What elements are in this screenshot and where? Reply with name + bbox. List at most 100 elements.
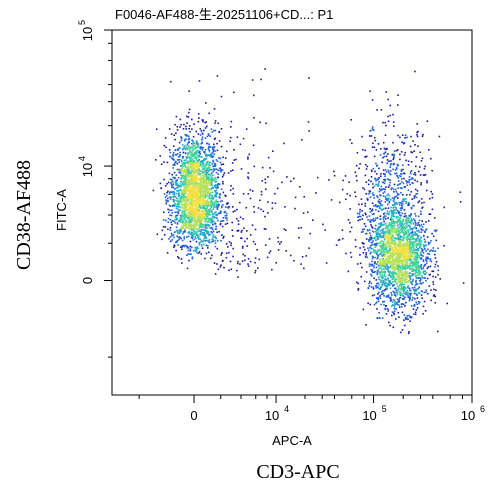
event-point — [213, 178, 216, 181]
event-point — [192, 135, 195, 138]
event-point — [387, 283, 389, 285]
event-point — [204, 213, 207, 216]
event-point — [377, 232, 379, 235]
event-point — [180, 160, 183, 163]
event-point — [401, 200, 404, 203]
event-point — [377, 286, 379, 289]
event-point — [260, 193, 263, 196]
event-point — [202, 119, 204, 121]
event-point — [369, 252, 372, 255]
event-point — [195, 204, 197, 206]
event-point — [428, 149, 430, 151]
event-point — [395, 195, 398, 198]
event-point — [378, 223, 380, 225]
event-point — [402, 224, 405, 226]
event-point — [201, 214, 204, 217]
event-point — [379, 235, 382, 238]
event-point — [197, 159, 199, 162]
event-point — [186, 246, 189, 248]
event-point — [177, 185, 180, 187]
event-point — [423, 300, 426, 303]
event-point — [422, 234, 425, 237]
event-point — [264, 178, 266, 181]
event-point — [385, 124, 387, 127]
event-point — [408, 258, 411, 261]
event-point — [178, 238, 180, 241]
event-point — [371, 225, 373, 228]
event-point — [185, 176, 188, 179]
event-point — [405, 225, 407, 227]
event-point — [420, 229, 423, 231]
event-point — [188, 108, 191, 111]
event-point — [397, 134, 399, 137]
event-point — [391, 222, 393, 225]
event-point — [368, 215, 371, 217]
event-point — [209, 135, 211, 138]
event-point — [376, 234, 378, 237]
event-point — [404, 324, 406, 327]
event-point — [188, 152, 190, 154]
event-point — [403, 266, 406, 268]
event-point — [431, 196, 434, 199]
event-point — [374, 139, 377, 142]
event-point — [200, 216, 202, 218]
event-point — [416, 258, 419, 260]
event-point — [404, 260, 406, 263]
event-point — [402, 220, 405, 223]
event-point — [372, 167, 375, 170]
event-point — [424, 270, 426, 272]
event-point — [205, 189, 207, 191]
event-point — [410, 282, 413, 284]
event-point — [378, 258, 381, 260]
event-point — [379, 230, 382, 232]
event-point — [227, 172, 230, 174]
event-point — [381, 229, 384, 231]
event-point — [409, 239, 411, 241]
event-point — [405, 222, 408, 225]
event-point — [210, 221, 212, 224]
event-point — [403, 200, 405, 203]
event-point — [175, 214, 177, 217]
event-point — [389, 235, 391, 238]
event-point — [184, 138, 186, 141]
event-point — [198, 146, 200, 148]
event-point — [413, 150, 415, 152]
event-point — [193, 160, 196, 162]
event-point — [216, 208, 219, 210]
event-point — [194, 235, 196, 238]
event-point — [190, 159, 193, 161]
event-point — [402, 295, 404, 297]
event-point — [416, 248, 419, 250]
event-point — [196, 234, 198, 237]
event-point — [218, 157, 220, 159]
event-point — [244, 255, 246, 257]
event-point — [175, 184, 177, 187]
event-point — [394, 202, 396, 204]
event-point — [208, 213, 210, 216]
event-point — [177, 201, 179, 203]
event-point — [413, 273, 415, 275]
event-point — [220, 168, 223, 171]
event-point — [370, 237, 373, 239]
event-point — [372, 129, 375, 131]
event-point — [409, 294, 412, 296]
event-point — [204, 166, 206, 168]
event-point — [400, 170, 403, 172]
event-point — [155, 128, 158, 130]
event-point — [210, 257, 212, 260]
plot-title: F0046-AF488-生-20251106+CD...: P1 — [115, 7, 333, 22]
event-point — [401, 280, 403, 282]
event-point — [409, 268, 412, 270]
event-point — [380, 258, 383, 260]
event-point — [433, 294, 435, 296]
event-point — [193, 142, 195, 145]
event-point — [397, 235, 400, 237]
event-point — [221, 252, 223, 254]
event-point — [413, 250, 415, 252]
event-point — [388, 213, 390, 215]
event-point — [419, 252, 422, 254]
event-point — [194, 203, 197, 205]
y-tick-label-group: 105 — [77, 20, 95, 41]
event-point — [211, 176, 214, 179]
event-point — [209, 210, 212, 212]
